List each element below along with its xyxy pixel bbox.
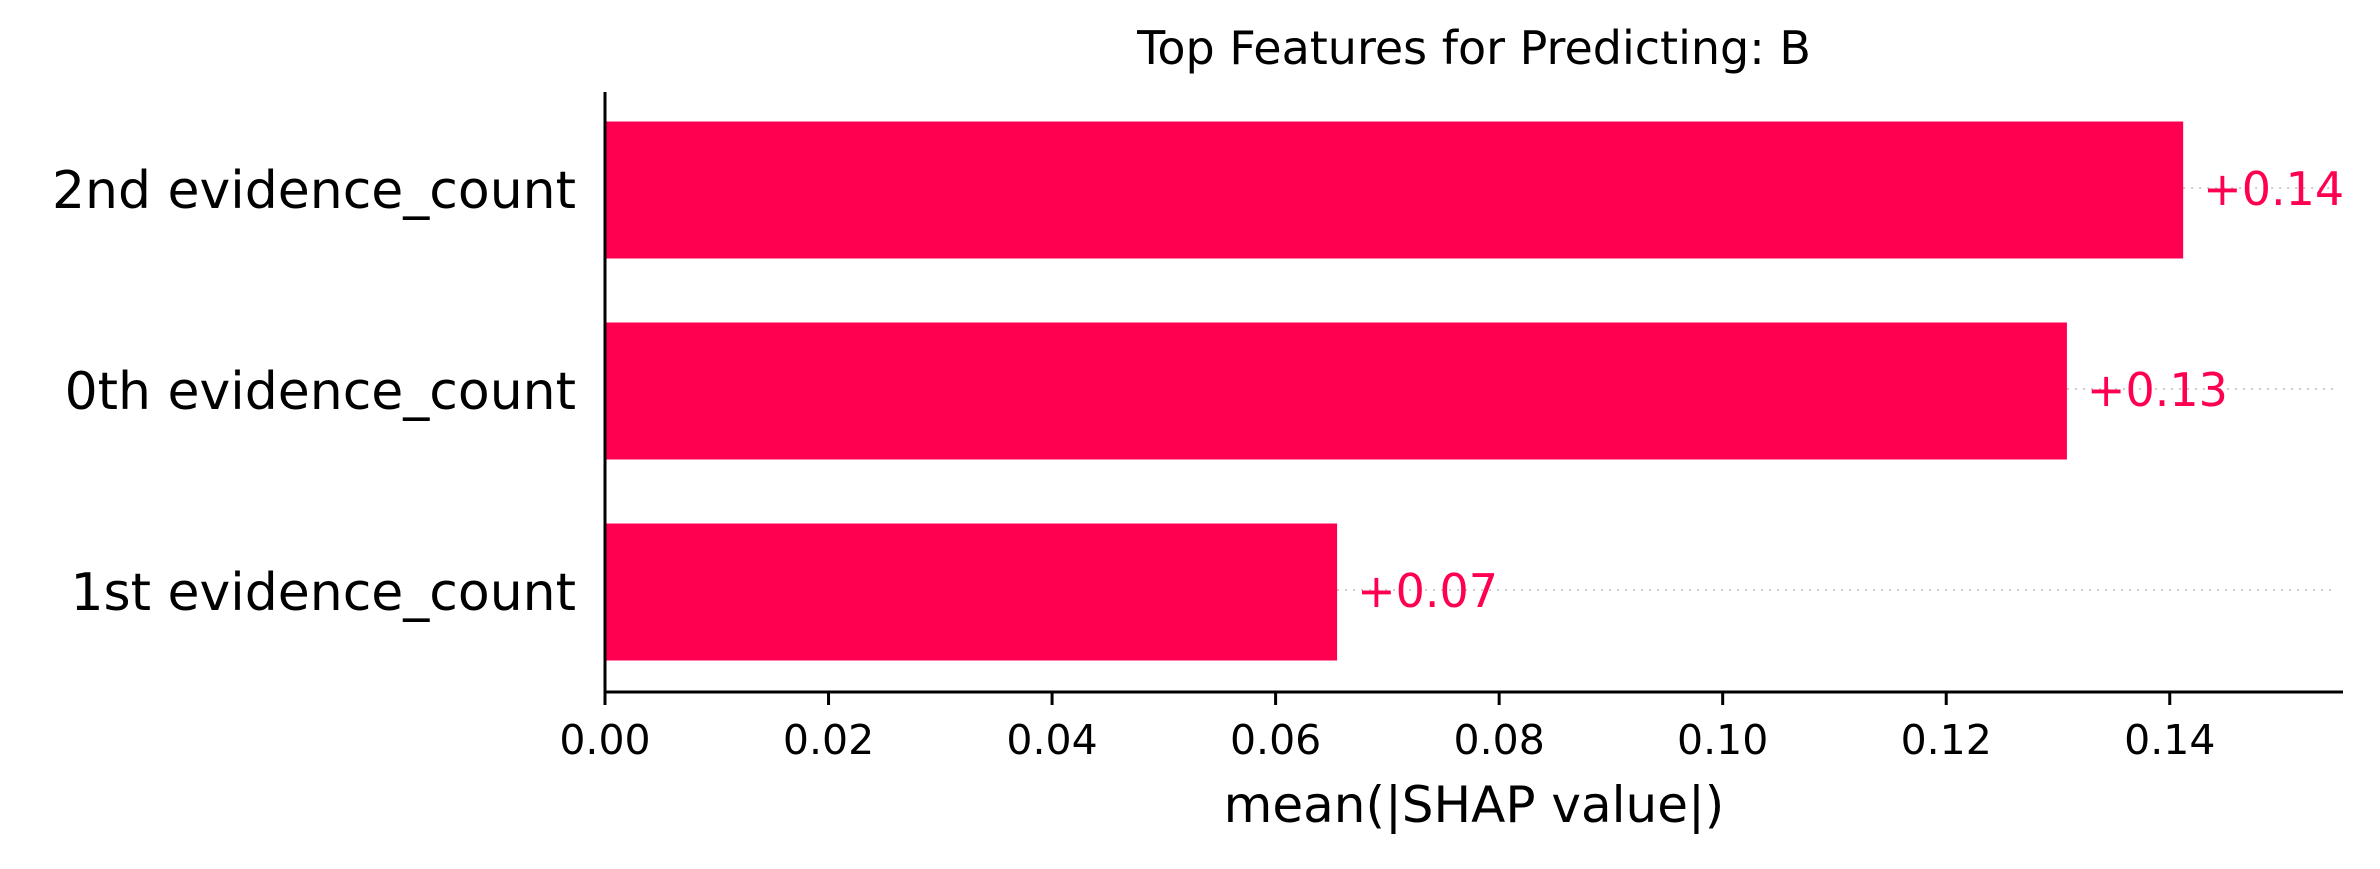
category-label: 1st evidence_count [70,563,576,623]
x-tick-label: 0.06 [1230,716,1321,764]
x-tick-label: 0.12 [1901,716,1992,764]
x-tick-label: 0.14 [2124,716,2215,764]
x-axis-label: mean(|SHAP value|) [1224,776,1725,834]
value-label: +0.13 [2087,363,2228,417]
x-tick-label: 0.08 [1453,716,1544,764]
axes [603,92,2343,705]
value-label: +0.14 [2203,162,2344,216]
bar [605,523,1338,661]
guide-lines [1337,187,2334,591]
category-label: 2nd evidence_count [52,161,576,221]
bar [605,121,2184,259]
chart-title: Top Features for Predicting: B [1136,21,1811,75]
x-tick-label: 0.00 [559,716,650,764]
x-tick-label: 0.10 [1677,716,1768,764]
labels: Top Features for Predicting: B 2nd eviden… [52,21,2344,834]
value-label: +0.07 [1357,564,1498,618]
bar [605,322,2067,460]
bars [605,121,2184,661]
x-tick-label: 0.04 [1006,716,1097,764]
category-label: 0th evidence_count [65,362,576,422]
x-tick-label: 0.02 [783,716,874,764]
